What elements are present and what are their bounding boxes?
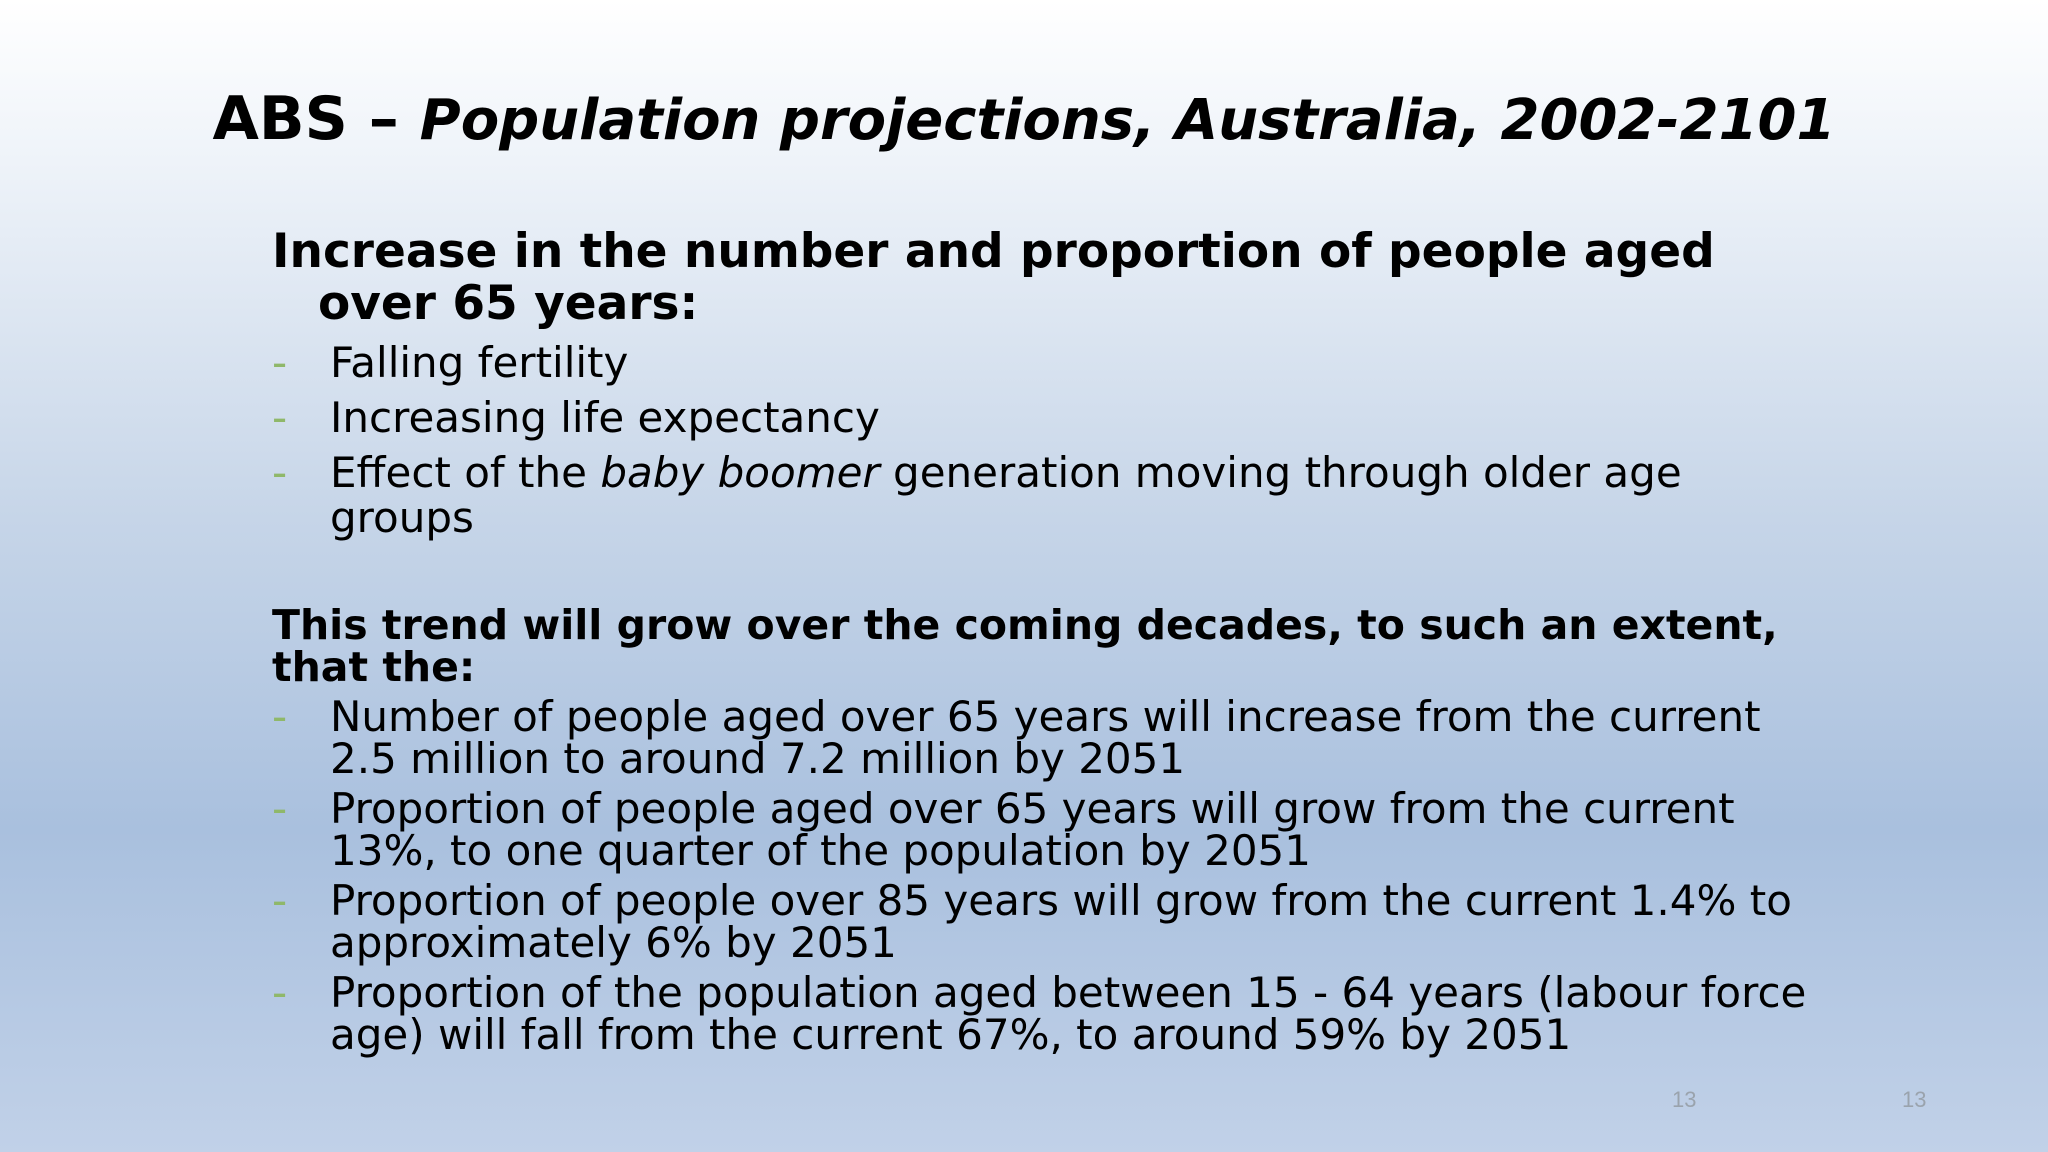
list-item: - Proportion of the population aged betw…	[272, 972, 1812, 1056]
bullet-dash-icon: -	[272, 448, 288, 497]
page-number: 13	[1672, 1087, 1697, 1112]
slide-title: ABS – Population projections, Australia,…	[0, 86, 2048, 152]
list-item: - Falling fertility	[272, 340, 1812, 385]
section-heading-1: Increase in the number and proportion of…	[272, 224, 1715, 331]
list-item-text: Number of people aged over 65 years will…	[330, 692, 1761, 783]
list-item: - Number of people aged over 65 years wi…	[272, 696, 1812, 780]
bullet-list-1: - Falling fertility - Increasing life ex…	[272, 340, 1812, 540]
title-main: ABS –	[212, 84, 399, 154]
title-subtitle: Population projections, Australia, 2002-…	[419, 88, 1836, 153]
bullet-dash-icon: -	[272, 692, 288, 741]
list-item-text: Proportion of people aged over 65 years …	[330, 784, 1735, 875]
bullet-list-2: - Number of people aged over 65 years wi…	[272, 696, 1812, 1056]
list-item-text: Falling fertility	[330, 338, 629, 387]
bullet-dash-icon: -	[272, 338, 288, 387]
slide-number: 13	[1902, 1087, 1927, 1112]
bullet-dash-icon: -	[272, 393, 288, 442]
section-heading-2: This trend will grow over the coming dec…	[272, 601, 1778, 691]
list-item: - Proportion of people over 85 years wil…	[272, 880, 1812, 964]
slide-content: Increase in the number and proportion of…	[272, 226, 1812, 1056]
list-item: - Increasing life expectancy	[272, 395, 1812, 440]
list-item: - Effect of the baby boomer generation m…	[272, 450, 1812, 540]
bullet-dash-icon: -	[272, 784, 288, 833]
list-item-text: Proportion of people over 85 years will …	[330, 876, 1792, 967]
section-spacer	[272, 540, 1812, 604]
bullet-dash-icon: -	[272, 968, 288, 1017]
bullet-dash-icon: -	[272, 876, 288, 925]
list-item-text: Increasing life expectancy	[330, 393, 880, 442]
list-item: - Proportion of people aged over 65 year…	[272, 788, 1812, 872]
list-item-text-prefix: Effect of the	[330, 448, 601, 497]
list-item-emphasis: baby boomer	[600, 448, 880, 497]
list-item-text-suffix: generation moving through older age grou…	[330, 448, 1682, 542]
list-item-text: Proportion of the population aged betwee…	[330, 968, 1807, 1059]
